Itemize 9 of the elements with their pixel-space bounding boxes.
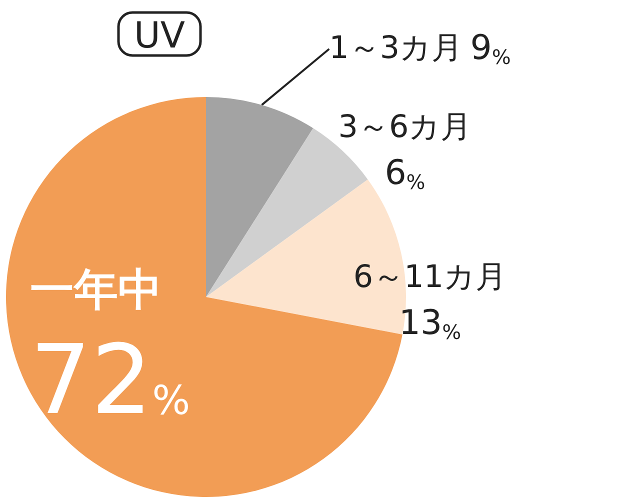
data-label: 72% bbox=[30, 324, 190, 436]
data-label: 9% bbox=[470, 28, 511, 69]
data-label: 6% bbox=[384, 153, 426, 194]
chart-title: UV bbox=[134, 16, 186, 56]
data-label: 13% bbox=[398, 303, 462, 344]
slice-label: 一年中 bbox=[30, 264, 162, 316]
slice-label: 3～6カ月 bbox=[338, 109, 472, 145]
slice-label: 1～3カ月 bbox=[329, 30, 463, 66]
slice-label: 6～11カ月 bbox=[353, 259, 507, 295]
